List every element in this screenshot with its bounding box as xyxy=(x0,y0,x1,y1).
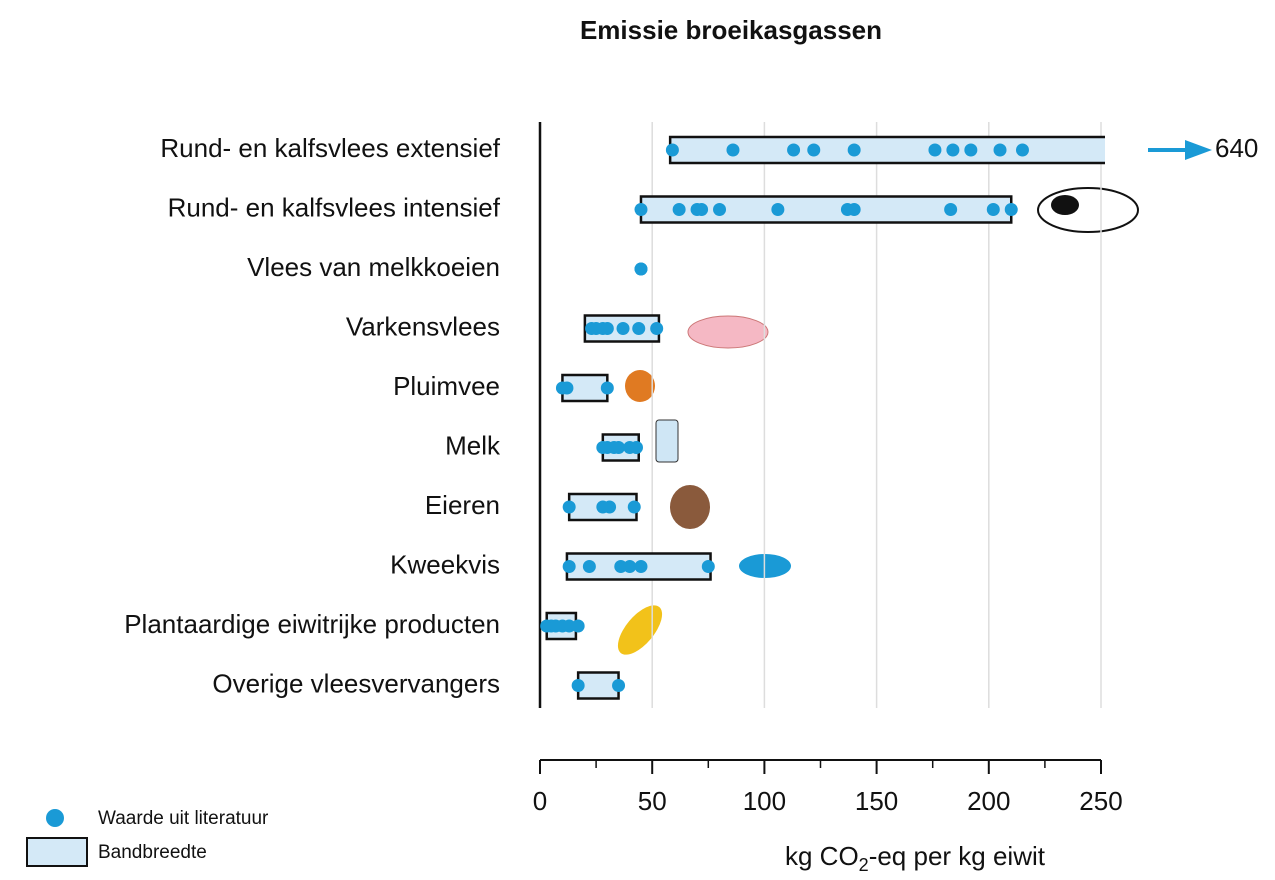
dot xyxy=(695,203,708,216)
dot xyxy=(630,441,643,454)
legend-box xyxy=(27,838,87,866)
y-tick-label: Varkensvlees xyxy=(346,311,500,341)
x-tick-label: 0 xyxy=(533,786,547,816)
legend-label: Waarde uit literatuur xyxy=(98,808,269,829)
dot xyxy=(623,560,636,573)
x-label-part: kg CO xyxy=(785,841,859,871)
dot xyxy=(612,441,625,454)
y-tick-label: Vlees van melkkoeien xyxy=(247,252,500,282)
y-tick-label: Pluimvee xyxy=(393,371,500,401)
dot xyxy=(634,560,647,573)
icons xyxy=(610,188,1138,662)
dot xyxy=(702,560,715,573)
dot xyxy=(601,322,614,335)
dot xyxy=(994,144,1007,157)
dot xyxy=(987,203,1000,216)
chicken-icon xyxy=(625,370,655,402)
y-tick-label: Rund- en kalfsvlees intensief xyxy=(168,192,501,222)
dot xyxy=(634,263,647,276)
dot xyxy=(560,382,573,395)
milk-icon xyxy=(656,420,678,462)
y-tick-label: Eieren xyxy=(425,490,500,520)
dot xyxy=(617,322,630,335)
y-tick-label: Kweekvis xyxy=(390,549,500,579)
dot xyxy=(572,620,585,633)
dot xyxy=(601,382,614,395)
overflow-arrow xyxy=(1148,140,1212,160)
legend-label: Bandbreedte xyxy=(98,842,207,863)
legend-dot xyxy=(46,809,64,827)
x-axis-label: kg CO2-eq per kg eiwit xyxy=(785,841,1046,875)
dot xyxy=(1016,144,1029,157)
y-tick-label: Rund- en kalfsvlees extensief xyxy=(160,133,500,163)
x-tick-label: 150 xyxy=(855,786,898,816)
x-label-part: -eq per kg eiwit xyxy=(869,841,1046,871)
dot xyxy=(848,144,861,157)
dot xyxy=(726,144,739,157)
dot xyxy=(928,144,941,157)
y-tick-label: Plantaardige eiwitrijke producten xyxy=(124,609,500,639)
dot xyxy=(946,144,959,157)
y-tick-label: Overige vleesvervangers xyxy=(212,668,500,698)
x-tick-label: 50 xyxy=(638,786,667,816)
dot xyxy=(628,501,641,514)
dot xyxy=(944,203,957,216)
dot xyxy=(807,144,820,157)
corn-icon xyxy=(610,598,670,662)
dot xyxy=(673,203,686,216)
chart: Emissie broeikasgassen kg CO2-eq per kg … xyxy=(0,0,1275,880)
dot xyxy=(964,144,977,157)
dot xyxy=(787,144,800,157)
x-tick-label: 100 xyxy=(743,786,786,816)
dot xyxy=(603,501,616,514)
cow-spot xyxy=(1051,195,1079,215)
dot xyxy=(612,679,625,692)
dot xyxy=(563,501,576,514)
dot xyxy=(771,203,784,216)
dot xyxy=(848,203,861,216)
dot xyxy=(1005,203,1018,216)
dot xyxy=(583,560,596,573)
dot xyxy=(650,322,663,335)
dot xyxy=(632,322,645,335)
chart-title: Emissie broeikasgassen xyxy=(580,15,882,45)
overflow-label: 640 xyxy=(1215,133,1258,163)
pig-icon xyxy=(688,316,768,348)
dot xyxy=(666,144,679,157)
dot xyxy=(563,560,576,573)
egg-icon xyxy=(670,485,710,529)
x-tick-label: 200 xyxy=(967,786,1010,816)
y-tick-label: Melk xyxy=(445,430,501,460)
dot xyxy=(572,679,585,692)
x-label-sub: 2 xyxy=(859,855,869,875)
dot xyxy=(634,203,647,216)
dot xyxy=(713,203,726,216)
x-tick-label: 250 xyxy=(1079,786,1122,816)
